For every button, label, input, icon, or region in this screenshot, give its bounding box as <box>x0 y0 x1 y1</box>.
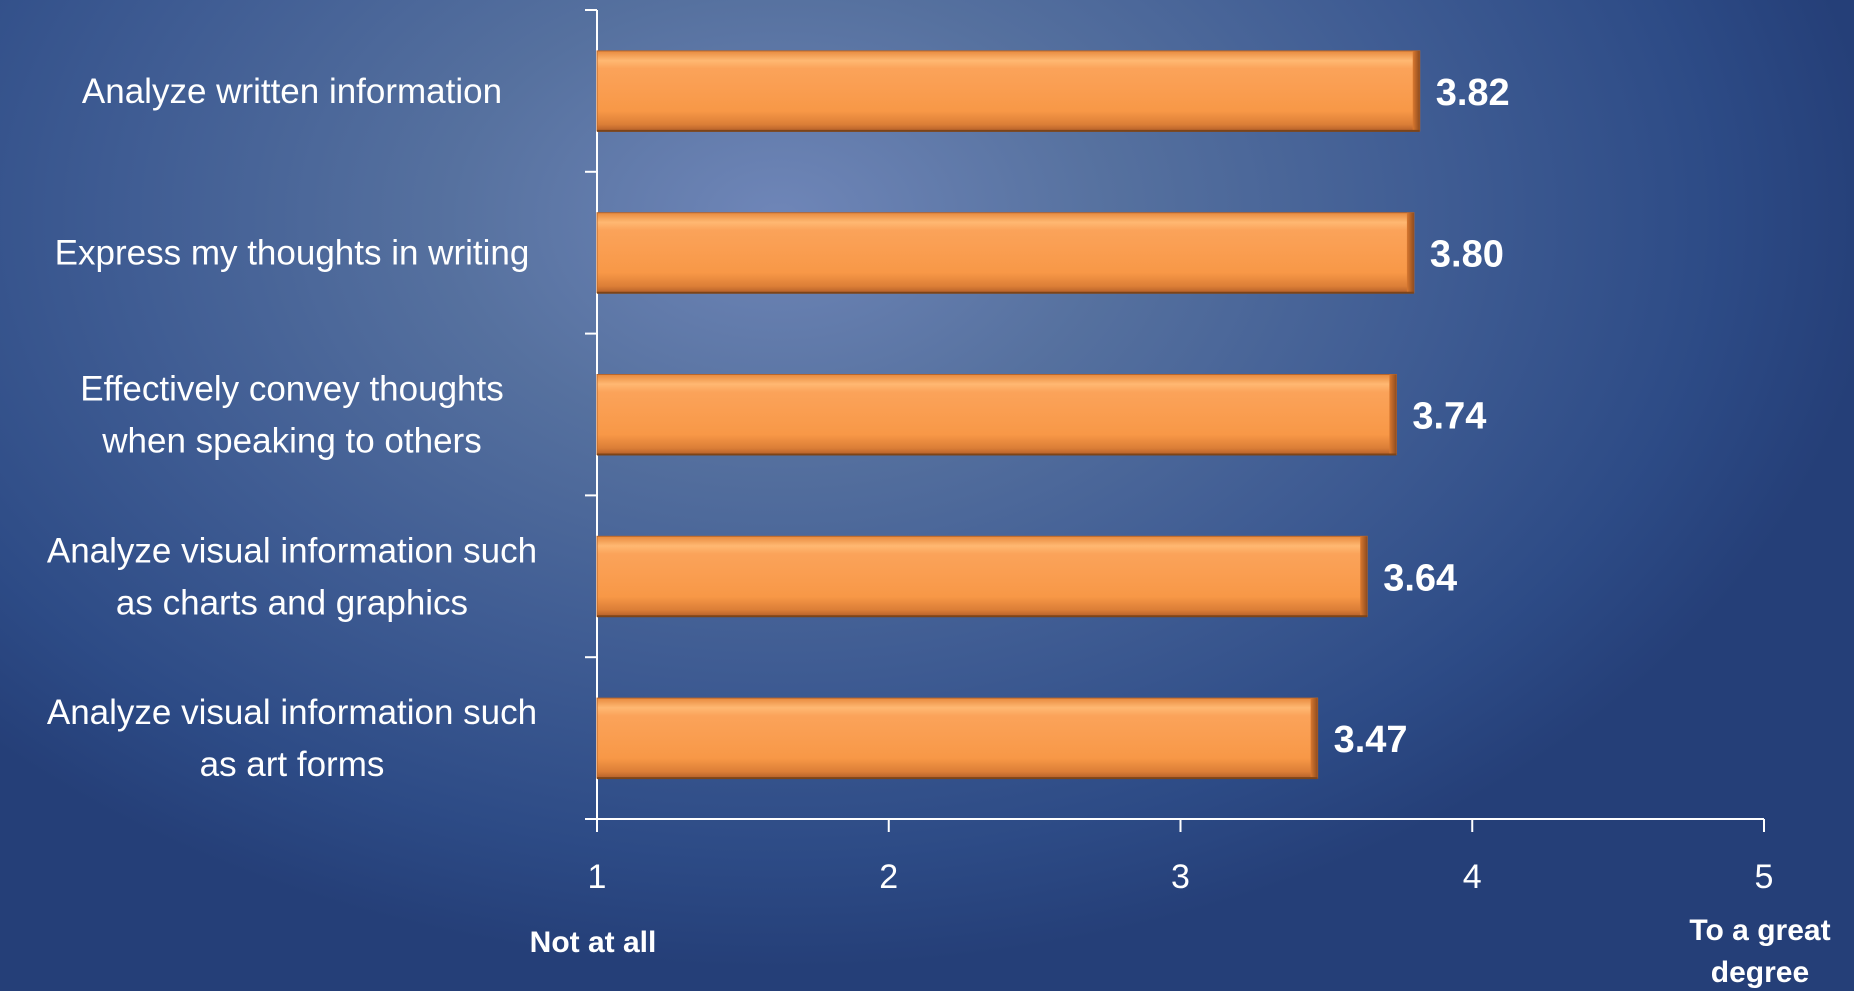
bar <box>596 535 1368 617</box>
bar-group <box>596 374 1397 456</box>
x-tick-label: 5 <box>1755 858 1774 896</box>
bar-cap <box>1406 212 1414 293</box>
bar <box>596 50 1421 132</box>
bar-group <box>596 697 1319 780</box>
x-axis-high-label: degree <box>1711 956 1809 989</box>
bar-value-label: 3.80 <box>1430 234 1504 276</box>
bar-group <box>596 535 1368 618</box>
bar-cap <box>1360 536 1368 617</box>
category-label: as art forms <box>200 745 385 784</box>
category-label: Analyze visual information such <box>47 693 537 732</box>
x-tick-label: 2 <box>879 858 898 896</box>
bar-value-label: 3.74 <box>1412 396 1486 438</box>
bar-cap <box>1310 698 1318 779</box>
bar-group <box>596 50 1421 132</box>
x-tick-label: 3 <box>1171 858 1190 896</box>
bar <box>596 212 1415 294</box>
category-label: Analyze visual information such <box>47 531 537 570</box>
bar-group <box>596 212 1415 294</box>
bar <box>596 374 1397 455</box>
category-label: Effectively convey thoughts <box>80 370 504 409</box>
bars-layer <box>596 50 1421 780</box>
x-axis-low-label: Not at all <box>530 926 657 959</box>
x-axis-high-label: To a great <box>1689 914 1830 947</box>
category-label: Express my thoughts in writing <box>55 234 530 273</box>
category-label: when speaking to others <box>101 422 481 461</box>
category-label: Analyze written information <box>82 72 502 111</box>
x-tick-label: 1 <box>588 858 607 896</box>
bar-value-label: 3.64 <box>1383 557 1457 599</box>
bar-value-label: 3.47 <box>1334 719 1408 761</box>
x-tick-label: 4 <box>1463 858 1482 896</box>
bar-value-label: 3.82 <box>1436 72 1510 114</box>
bar-cap <box>1412 50 1420 131</box>
category-label: as charts and graphics <box>116 583 468 622</box>
bar-cap <box>1389 374 1397 455</box>
labels-layer: 1 2 3 4 5 Not at all To a great degree 3.82 Analy… <box>47 72 1831 989</box>
bar <box>596 697 1319 779</box>
